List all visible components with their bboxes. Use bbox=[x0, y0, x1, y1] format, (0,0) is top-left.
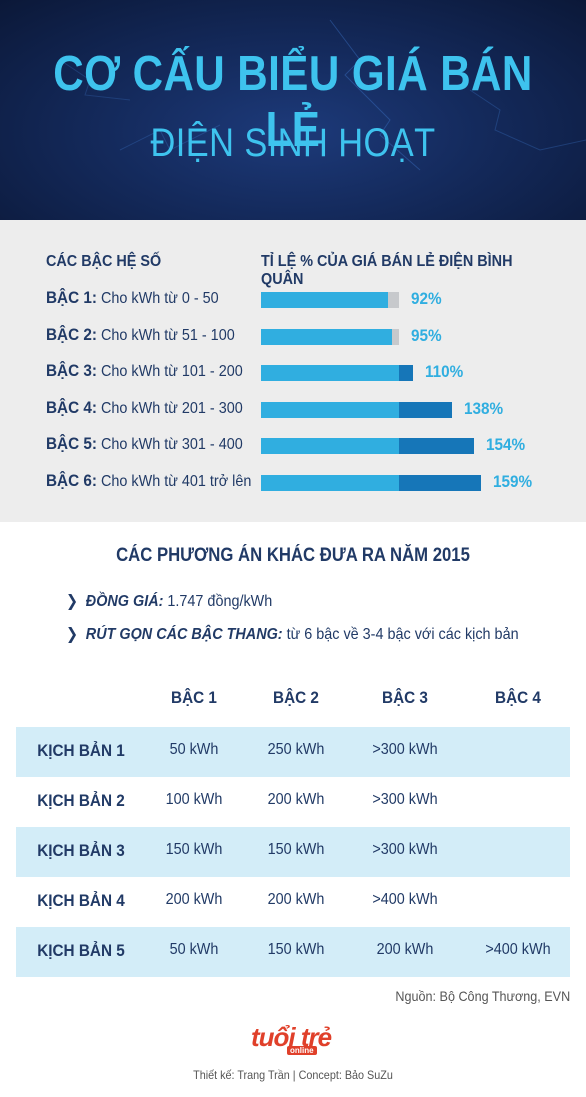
table-header-tier-2: BẬC 2 bbox=[273, 688, 319, 707]
option-label: ĐỒNG GIÁ: bbox=[85, 593, 164, 610]
bar-value-label: 95% bbox=[411, 325, 442, 345]
bar-base bbox=[261, 401, 399, 418]
table-header-tier-3: BẬC 3 bbox=[382, 688, 428, 707]
bar-value-label: 110% bbox=[425, 362, 464, 381]
chevron-right-icon: ❯ bbox=[66, 626, 79, 643]
table-header-row bbox=[16, 660, 570, 726]
table-header-tier-1: BẬC 1 bbox=[171, 688, 217, 707]
table-cell: 100 kWh bbox=[165, 791, 223, 808]
header-banner: CƠ CẤU BIỂU GIÁ BÁN LẺ ĐIỆN SINH HOẠT bbox=[0, 0, 586, 220]
table-cell: >300 kWh bbox=[372, 791, 438, 808]
option-text: từ 6 bậc về 3-4 bậc với các kịch bản bbox=[282, 626, 519, 643]
bar-over-baseline bbox=[399, 474, 481, 491]
table-row bbox=[16, 877, 570, 927]
option-label: RÚT GỌN CÁC BẬC THANG: bbox=[85, 626, 283, 643]
tier-label: BẬC 5: Cho kWh từ 301 - 400 bbox=[46, 434, 243, 453]
table-row bbox=[16, 927, 570, 977]
scenario-label: KỊCH BẢN 1 bbox=[37, 741, 125, 760]
right-column-header: TỈ LỆ % CỦA GIÁ BÁN LẺ ĐIỆN BÌNH QUÂN bbox=[261, 253, 513, 288]
table-cell: 50 kWh bbox=[169, 941, 219, 958]
bar-value-label: 154% bbox=[486, 435, 526, 454]
option-line-flat-price: ❯ ĐỒNG GIÁ: 1.747 đồng/kWh bbox=[66, 591, 272, 611]
options-title: CÁC PHƯƠNG ÁN KHÁC ĐƯA RA NĂM 2015 bbox=[116, 545, 470, 566]
table-cell: 150 kWh bbox=[267, 941, 325, 958]
table-cell: 200 kWh bbox=[267, 791, 325, 808]
bar-value-label: 138% bbox=[464, 398, 504, 418]
table-cell: 200 kWh bbox=[267, 891, 325, 908]
bar-over-baseline bbox=[399, 401, 452, 418]
left-column-header: CÁC BẬC HỆ SỐ bbox=[46, 253, 162, 270]
bar-base bbox=[261, 365, 399, 381]
tier-label: BẬC 6: Cho kWh từ 401 trở lên bbox=[46, 470, 252, 490]
bar-value-label: 159% bbox=[493, 471, 533, 491]
bar-over-baseline bbox=[399, 438, 474, 454]
title-line-1: CƠ CẤU BIỂU GIÁ BÁN LẺ bbox=[53, 47, 533, 157]
bar-base bbox=[261, 474, 399, 491]
scenario-label: KỊCH BẢN 5 bbox=[37, 941, 125, 960]
chevron-right-icon: ❯ bbox=[66, 593, 79, 610]
title-line-2: ĐIỆN SINH HOẠT bbox=[150, 121, 436, 165]
table-cell: >300 kWh bbox=[372, 841, 438, 858]
bar-base bbox=[261, 328, 392, 345]
table-cell: >400 kWh bbox=[372, 891, 438, 908]
bar-value-label: 92% bbox=[411, 289, 442, 308]
scenario-label: KỊCH BẢN 2 bbox=[37, 791, 125, 810]
tier-chart-section: CÁC BẬC HỆ SỐ TỈ LỆ % CỦA GIÁ BÁN LẺ ĐIỆ… bbox=[0, 220, 586, 522]
table-cell: 250 kWh bbox=[267, 741, 325, 758]
table-cell: >400 kWh bbox=[485, 941, 551, 958]
table-cell: 150 kWh bbox=[165, 841, 223, 858]
table-row bbox=[16, 727, 570, 777]
table-cell: 50 kWh bbox=[169, 741, 219, 758]
scenario-label: KỊCH BẢN 4 bbox=[37, 891, 125, 910]
bar-base bbox=[261, 438, 399, 454]
table-cell: >300 kWh bbox=[372, 741, 438, 758]
option-text: 1.747 đồng/kWh bbox=[163, 593, 273, 610]
bar-over-baseline bbox=[399, 365, 413, 381]
option-line-reduce-tiers: ❯ RÚT GỌN CÁC BẬC THANG: từ 6 bậc về 3-4 … bbox=[66, 624, 519, 644]
source-note: Nguồn: Bộ Công Thương, EVN bbox=[395, 988, 570, 1004]
scenario-label: KỊCH BẢN 3 bbox=[37, 841, 125, 860]
table-header-tier-4: BẬC 4 bbox=[495, 688, 541, 707]
tier-label: BẬC 2: Cho kWh từ 51 - 100 bbox=[46, 324, 235, 344]
tier-label: BẬC 1: Cho kWh từ 0 - 50 bbox=[46, 288, 219, 307]
tier-label: BẬC 3: Cho kWh từ 101 - 200 bbox=[46, 361, 243, 380]
design-credit: Thiết kế: Trang Trần | Concept: Bảo SuZu bbox=[193, 1068, 393, 1082]
table-cell: 150 kWh bbox=[267, 841, 325, 858]
table-row bbox=[16, 777, 570, 827]
table-row bbox=[16, 827, 570, 877]
tuoi-tre-logo: tuổi trẻ online bbox=[251, 1022, 332, 1055]
lightning-background-icon bbox=[59, 19, 586, 171]
table-cell: 200 kWh bbox=[165, 891, 223, 908]
tier-label: BẬC 4: Cho kWh từ 201 - 300 bbox=[46, 397, 243, 417]
table-cell: 200 kWh bbox=[376, 941, 434, 958]
bar-base bbox=[261, 292, 388, 308]
